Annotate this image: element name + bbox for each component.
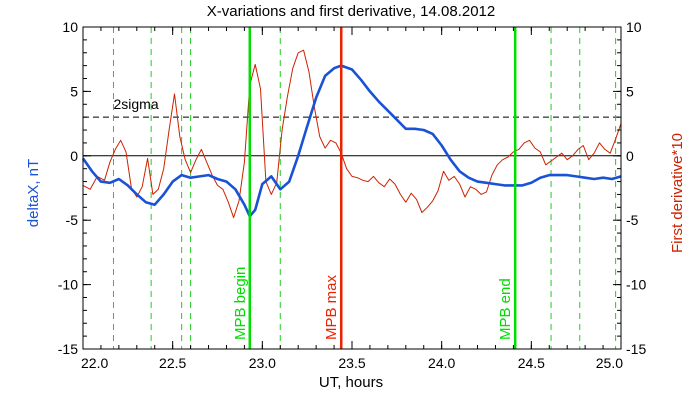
deltax-series-line — [81, 64, 622, 218]
y-tick-label-right: 5 — [626, 83, 634, 99]
x-tick-label: 24.0 — [428, 355, 455, 371]
marker-label: MPB begin — [232, 267, 249, 340]
x-tick-label: 22.5 — [159, 355, 186, 371]
x-axis-label: UT, hours — [319, 374, 383, 391]
x-tick-label: 25.0 — [596, 355, 623, 371]
x-tick-label: 22.0 — [81, 355, 108, 371]
y-tick-label-right: -10 — [626, 277, 646, 293]
chart-title: X-variations and first derivative, 14.08… — [207, 3, 496, 20]
y-axis-label-right: First derivative*10 — [669, 133, 686, 253]
y-tick-label-left: 0 — [70, 148, 78, 164]
x-tick-label: 23.0 — [249, 355, 276, 371]
y-tick-label-right: -15 — [626, 341, 646, 357]
x-tick-label: 23.5 — [338, 355, 365, 371]
plot-frame — [82, 26, 622, 350]
y-tick-label-left: -5 — [66, 212, 79, 228]
y-tick-label-right: 0 — [626, 148, 634, 164]
y-tick-label-left: 5 — [70, 83, 78, 99]
y-tick-label-right: -5 — [626, 212, 639, 228]
derivative-series-line — [82, 49, 622, 219]
y-tick-label-left: -15 — [58, 341, 78, 357]
sigma-label: 2sigma — [113, 96, 158, 112]
y-tick-label-left: 10 — [62, 19, 78, 35]
y-tick-label-right: 10 — [626, 19, 642, 35]
y-axis-label-left: deltaX, nT — [25, 159, 42, 227]
x-tick-label: 24.5 — [518, 355, 545, 371]
marker-label: MPB max — [323, 274, 340, 340]
y-tick-label-left: -10 — [58, 277, 78, 293]
marker-label: MPB end — [497, 278, 514, 340]
